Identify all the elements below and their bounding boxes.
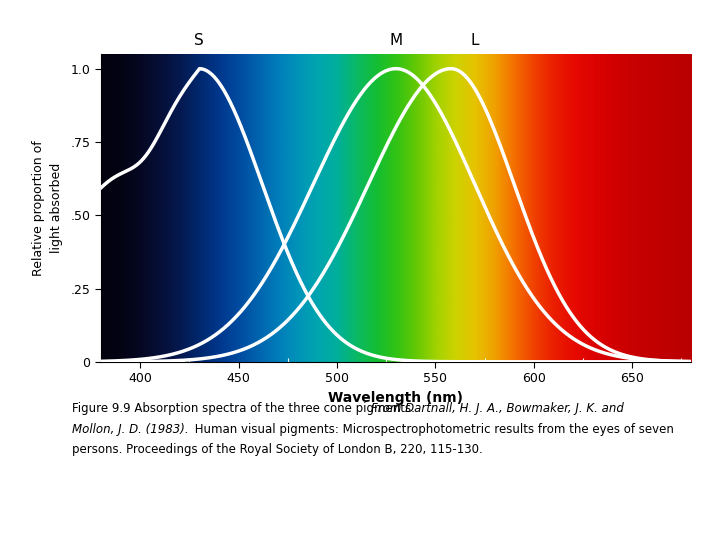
Text: persons. Proceedings of the Royal Society of London B, 220, 115-130.: persons. Proceedings of the Royal Societ… — [72, 443, 482, 456]
Text: Mollon, J. D. (1983).: Mollon, J. D. (1983). — [72, 423, 189, 436]
Text: Figure 9.9 Absorption spectra of the three cone pigments.: Figure 9.9 Absorption spectra of the thr… — [72, 402, 418, 415]
Text: M: M — [390, 33, 402, 48]
X-axis label: Wavelength (nm): Wavelength (nm) — [328, 391, 464, 405]
Text: L: L — [470, 33, 479, 48]
Y-axis label: Relative proportion of
light absorbed: Relative proportion of light absorbed — [32, 140, 63, 276]
Text: From Dartnall, H. J. A., Bowmaker, J. K. and: From Dartnall, H. J. A., Bowmaker, J. K.… — [371, 402, 624, 415]
Text: S: S — [194, 33, 204, 48]
Text: Human visual pigments: Microspectrophotometric results from the eyes of seven: Human visual pigments: Microspectrophoto… — [191, 423, 674, 436]
